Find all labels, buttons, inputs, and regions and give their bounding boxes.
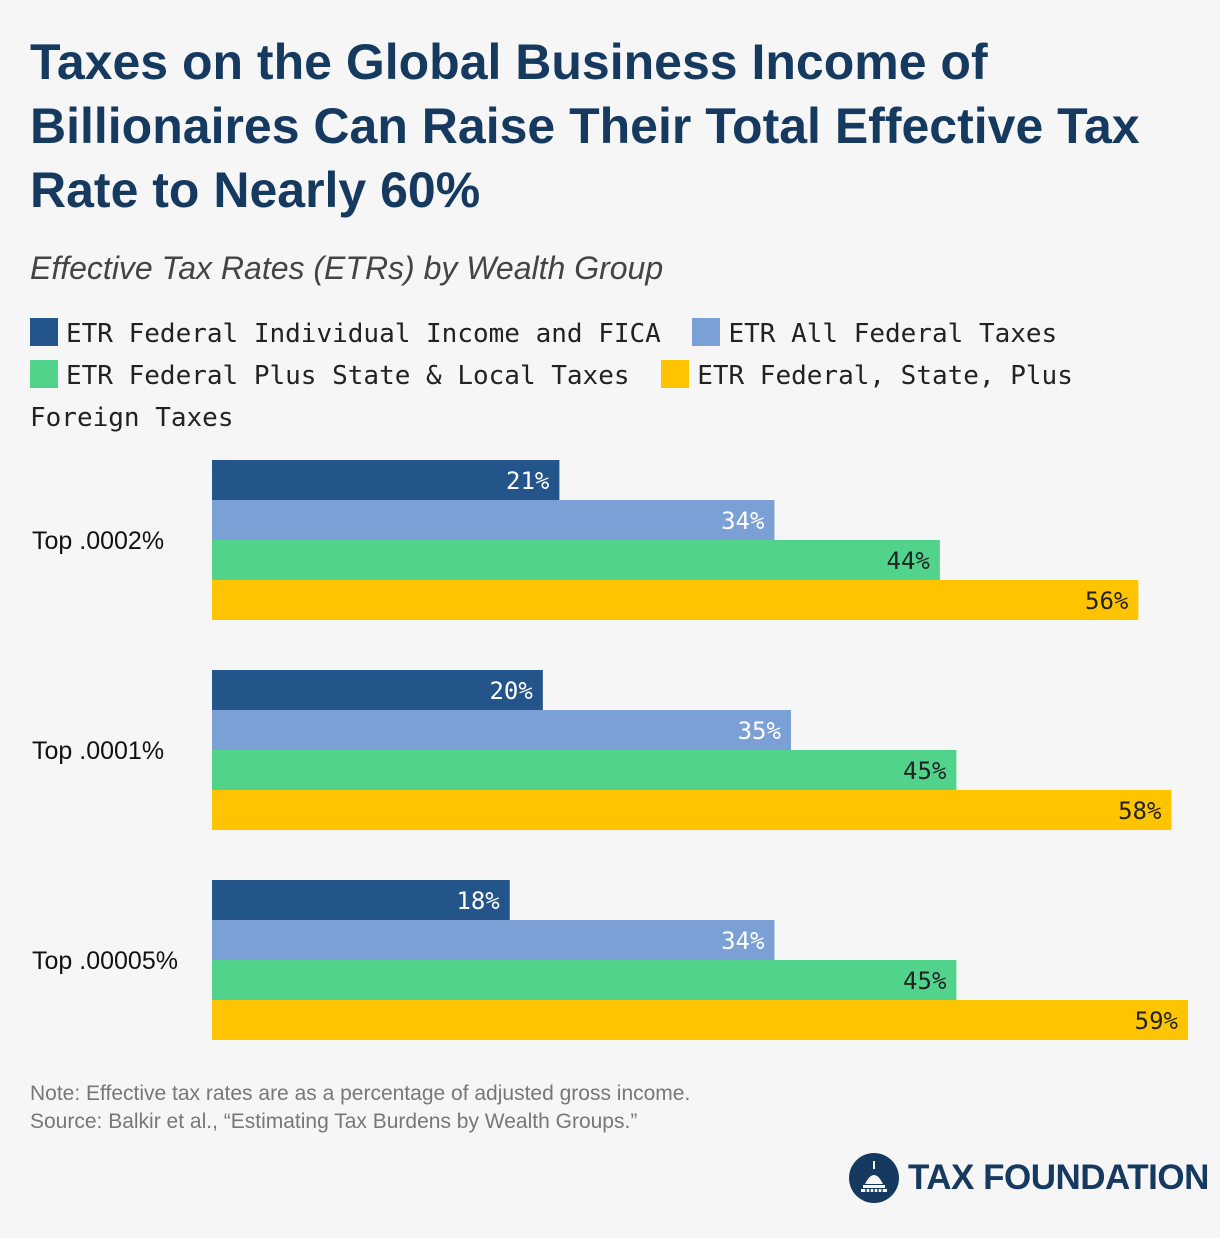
bar-chart: Top .0002% 21% 34% 44% 56% Top .0001% 20% 35% 45… (32, 460, 1188, 1040)
chart-legend: ETR Federal Individual Income and FICA E… (30, 313, 1190, 439)
chart-title: Taxes on the Global Business Income of B… (30, 34, 1140, 218)
bar-value-label: 34% (721, 507, 765, 535)
legend-item-federal-state-local: ETR Federal Plus State & Local Taxes (30, 360, 630, 391)
legend-swatch (30, 360, 58, 388)
bar (212, 500, 775, 540)
bar (212, 960, 957, 1000)
bar (212, 1000, 1188, 1040)
bar-value-label: 45% (903, 757, 947, 785)
legend-label: ETR Federal Plus State & Local Taxes (66, 361, 630, 391)
category-label: Top .0002% (32, 527, 164, 555)
legend-item-federal-individual: ETR Federal Individual Income and FICA (30, 318, 661, 349)
legend-swatch (30, 318, 58, 346)
bar (212, 920, 775, 960)
bar (212, 460, 560, 500)
category-label: Top .00005% (32, 947, 178, 975)
legend-swatch (661, 360, 690, 388)
bar-value-label: 18% (456, 887, 500, 915)
legend-swatch (692, 318, 721, 346)
bar-value-label: 58% (1118, 797, 1162, 825)
bar-value-label: 45% (903, 967, 947, 995)
bar (212, 710, 791, 750)
bar (212, 540, 940, 580)
bar (212, 880, 510, 920)
bar-value-label: 35% (738, 717, 782, 745)
legend-item-all-federal: ETR All Federal Taxes (692, 318, 1058, 349)
bar-value-label: 59% (1135, 1007, 1179, 1035)
category-label: Top .0001% (32, 737, 164, 765)
bar (212, 580, 1139, 620)
legend-item-federal-state-foreign: ETR Federal, State, Plus Foreign Taxes (30, 360, 1073, 433)
legend-label: ETR Federal, State, Plus Foreign Taxes (30, 361, 1073, 433)
tax-foundation-logo: TAX FOUNDATION (848, 1152, 1209, 1204)
legend-label: ETR All Federal Taxes (728, 319, 1058, 349)
bar-value-label: 20% (489, 677, 533, 705)
chart-subtitle: Effective Tax Rates (ETRs) by Wealth Gro… (30, 250, 664, 286)
legend-label: ETR Federal Individual Income and FICA (66, 319, 661, 349)
bar (212, 670, 543, 710)
chart-notes: Note: Effective tax rates are as a perce… (30, 1080, 690, 1136)
capitol-dome-icon (849, 1153, 899, 1203)
brand-name: TAX FOUNDATION (908, 1158, 1209, 1197)
bar-value-label: 34% (721, 927, 765, 955)
bar (212, 790, 1172, 830)
source-text: Source: Balkir et al., “Estimating Tax B… (30, 1110, 638, 1133)
bar-value-label: 21% (506, 467, 550, 495)
bar-value-label: 44% (887, 547, 931, 575)
note-text: Note: Effective tax rates are as a perce… (30, 1082, 691, 1105)
bar (212, 750, 957, 790)
bar-value-label: 56% (1085, 587, 1129, 615)
